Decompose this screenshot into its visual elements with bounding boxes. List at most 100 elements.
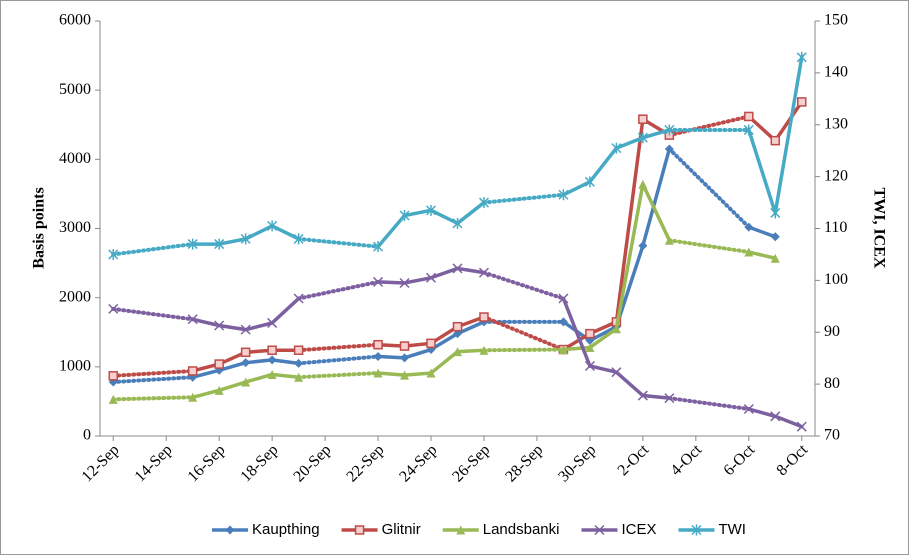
- point: [770, 135, 781, 146]
- gap-segment: [296, 371, 381, 380]
- point: [585, 328, 595, 339]
- gap-segment: [296, 354, 381, 366]
- line-segment: [402, 347, 433, 360]
- line-segment: [455, 348, 486, 354]
- line-segment: [455, 320, 486, 336]
- point: [267, 220, 278, 232]
- gap-segment: [296, 342, 381, 353]
- line-segment: [243, 372, 274, 384]
- point: [294, 372, 304, 382]
- gap-segment: [481, 315, 566, 352]
- y-tick-label: 6000: [59, 12, 91, 29]
- point: [214, 238, 225, 250]
- line-segment: [190, 388, 221, 400]
- line-segment: [641, 393, 672, 400]
- point: [241, 377, 251, 387]
- point: [373, 241, 384, 253]
- point: [293, 233, 304, 245]
- line-segment: [429, 208, 460, 226]
- point: [664, 124, 675, 136]
- line-segment: [588, 364, 619, 374]
- point: [611, 142, 622, 154]
- point: [240, 347, 251, 358]
- line-segment: [243, 358, 274, 365]
- point: [770, 253, 780, 263]
- point: [452, 263, 463, 274]
- point: [770, 232, 780, 242]
- point: [293, 345, 304, 355]
- legend-label: Landsbanki: [483, 521, 560, 538]
- point: [743, 124, 754, 136]
- gap-segment: [481, 347, 566, 353]
- legend-label: Kaupthing: [252, 521, 320, 538]
- line-segment: [747, 225, 778, 239]
- line-segment: [561, 180, 592, 197]
- point: [770, 411, 781, 422]
- point: [373, 339, 383, 350]
- point: [108, 394, 118, 404]
- line-segment: [217, 360, 248, 373]
- line-segment: [747, 128, 778, 215]
- line-segment: [402, 208, 433, 218]
- point: [425, 204, 437, 216]
- point: [478, 197, 490, 209]
- legend-marker: [691, 524, 702, 536]
- line-segment: [773, 414, 804, 429]
- line-segment: [588, 327, 619, 350]
- point: [664, 144, 674, 154]
- line-segment: [402, 371, 433, 377]
- point: [638, 241, 648, 251]
- y-tick-label: 5000: [59, 81, 91, 98]
- line-segment: [217, 237, 248, 246]
- point: [267, 317, 278, 328]
- legend-label: Glitnir: [382, 521, 421, 538]
- line-segment: [243, 321, 274, 332]
- point: [214, 320, 225, 331]
- gap-segment: [111, 368, 195, 378]
- line-segment: [641, 182, 672, 243]
- gap-segment: [481, 270, 566, 301]
- line-segment: [455, 266, 486, 275]
- point: [664, 393, 675, 404]
- legend-marker: [594, 524, 605, 536]
- y2-tick-label: 90: [824, 323, 840, 340]
- point: [214, 385, 224, 395]
- line-segment: [641, 128, 672, 140]
- point: [797, 97, 807, 107]
- line-segment: [376, 280, 407, 285]
- line-segment: [747, 407, 778, 419]
- point: [558, 345, 568, 355]
- point: [558, 317, 568, 327]
- line-segment: [376, 354, 407, 360]
- point: [399, 277, 410, 288]
- gap-segment: [667, 396, 751, 412]
- y-tick-label: 2000: [59, 288, 91, 305]
- legend-label: ICEX: [621, 521, 656, 538]
- point: [585, 342, 595, 352]
- point: [479, 345, 489, 355]
- point: [452, 321, 463, 332]
- legend-label: TWI: [718, 521, 746, 538]
- point: [743, 403, 754, 415]
- line-segment: [270, 372, 301, 379]
- point: [108, 371, 118, 381]
- point: [558, 293, 569, 304]
- point: [400, 353, 410, 363]
- gap-segment: [111, 375, 195, 385]
- line-segment: [614, 135, 645, 150]
- point: [453, 347, 462, 357]
- y-tick-label: 4000: [59, 150, 91, 167]
- gap-segment: [111, 306, 195, 322]
- line-segment: [641, 147, 672, 248]
- point: [108, 248, 119, 260]
- line-segment: [243, 224, 274, 241]
- line-segment: [429, 349, 460, 375]
- y2-tick-label: 120: [824, 167, 848, 184]
- point: [744, 222, 754, 232]
- point: [294, 358, 304, 368]
- line-segment: [773, 100, 804, 143]
- gap-segment: [296, 279, 381, 301]
- point: [187, 314, 198, 325]
- line-segment: [773, 55, 804, 215]
